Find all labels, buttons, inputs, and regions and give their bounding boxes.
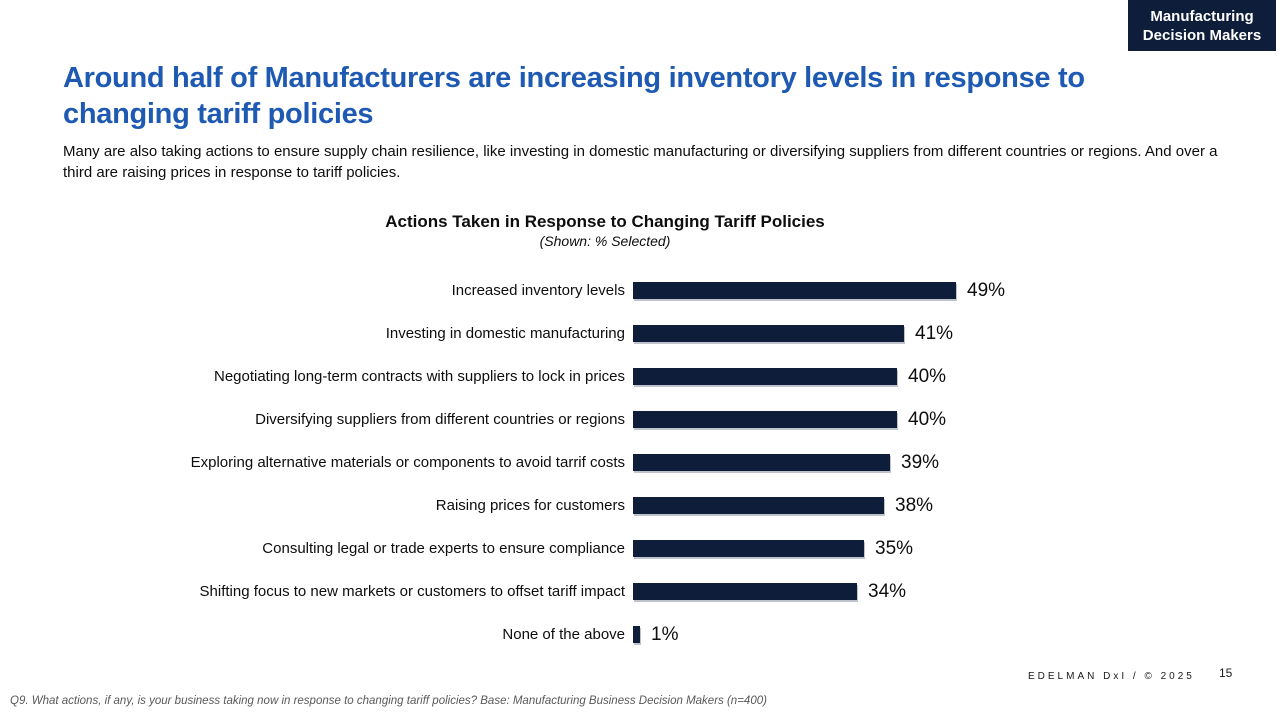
bar-row: Shifting focus to new markets or custome… [0,570,1280,613]
bar-value: 1% [651,623,679,645]
page-number: 15 [1219,666,1233,680]
bar-label: Investing in domestic manufacturing [385,324,625,342]
bar [633,583,857,600]
bar-value: 41% [915,322,954,344]
bar [633,282,956,299]
bar-value: 35% [875,537,914,559]
bar [633,325,904,342]
bar-row: Increased inventory levels 49% [0,269,1280,312]
bar-row: Exploring alternative materials or compo… [0,441,1280,484]
bar [633,411,897,428]
bar-row: None of the above 1% [0,613,1280,656]
bar-value: 38% [895,494,934,516]
bar-row: Diversifying suppliers from different co… [0,398,1280,441]
audience-badge-line1: Manufacturing [1150,7,1254,25]
chart-title: Actions Taken in Response to Changing Ta… [385,212,825,231]
bar [633,626,640,643]
bar-label: Consulting legal or trade experts to ens… [262,539,625,557]
bar-value: 40% [908,365,947,387]
bar-row: Consulting legal or trade experts to ens… [0,527,1280,570]
page-title: Around half of Manufacturers are increas… [63,62,1085,130]
bar-label: Shifting focus to new markets or custome… [199,582,625,600]
bar-chart: Increased inventory levels 49% Investing i… [0,269,1280,656]
bar-row: Negotiating long-term contracts with sup… [0,355,1280,398]
bar-value: 49% [967,279,1006,301]
bar-row: Raising prices for customers 38% [0,484,1280,527]
audience-badge-line2: Decision Makers [1142,26,1262,44]
footer-brand: EDELMAN DxI / © 2025 [1028,671,1195,682]
bar [633,368,897,385]
page-subtitle: Many are also taking actions to ensure s… [63,143,1218,181]
chart-shown-note: (Shown: % Selected) [539,233,671,249]
bar-label: Raising prices for customers [435,496,625,514]
bar-value: 39% [901,451,940,473]
bar [633,540,864,557]
bar-label: Increased inventory levels [451,281,625,299]
bar-value: 34% [868,580,907,602]
bar-label: None of the above [502,625,625,643]
bar [633,454,890,471]
bar-row: Investing in domestic manufacturing 41% [0,312,1280,355]
chart-header: Actions Taken in Response to Changing Ta… [40,212,1170,250]
bar-label: Exploring alternative materials or compo… [190,453,625,471]
bar-label: Diversifying suppliers from different co… [255,410,625,428]
bar [633,497,884,514]
footnote: Q9. What actions, if any, is your busine… [10,695,767,707]
audience-badge: Manufacturing Decision Makers [1128,0,1276,51]
bar-value: 40% [908,408,947,430]
bar-label: Negotiating long-term contracts with sup… [213,367,625,385]
